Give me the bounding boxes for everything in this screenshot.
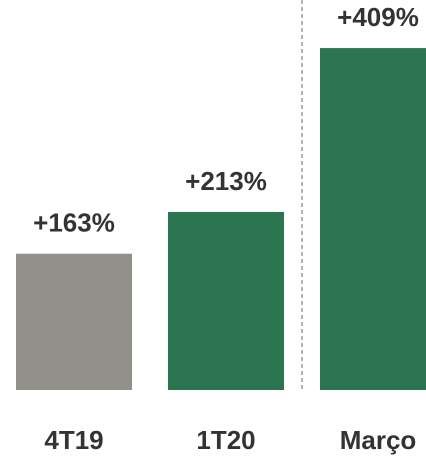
value-label: +409%: [337, 2, 419, 32]
category-label: Março: [340, 425, 417, 455]
category-label: 4T19: [44, 425, 103, 455]
bar: [320, 48, 426, 391]
category-label: 1T20: [196, 425, 255, 455]
bar: [168, 211, 284, 390]
bar: [16, 253, 132, 390]
value-label: +213%: [185, 166, 267, 196]
value-label: +163%: [33, 208, 115, 238]
